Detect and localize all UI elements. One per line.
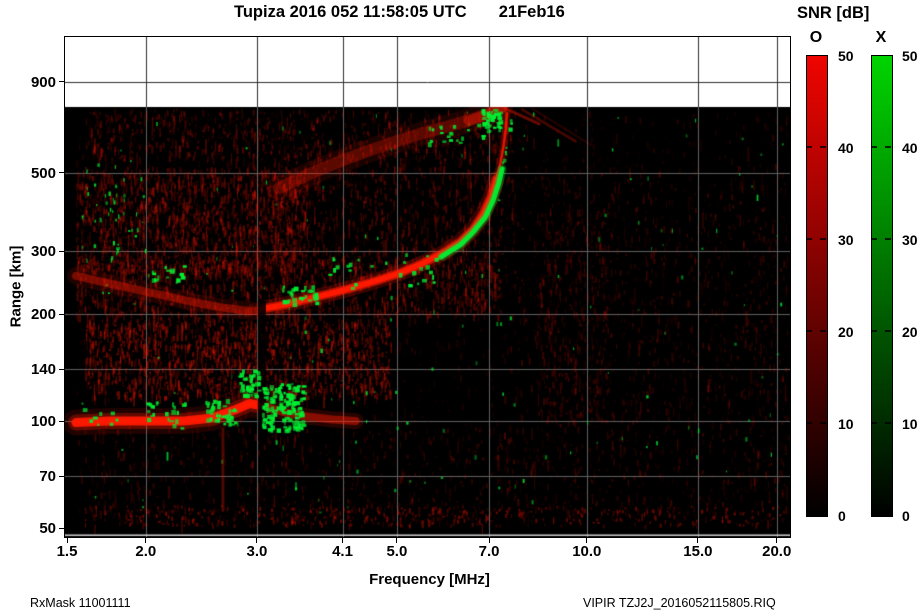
x-tick-label: 3.0 xyxy=(246,543,268,560)
x-tick-mark xyxy=(256,538,258,543)
rxmask-status: RxMask 11001111 xyxy=(30,596,131,610)
x-mode-label: X xyxy=(875,29,887,46)
x-tick-label: 1.5 xyxy=(56,543,78,560)
y-tick-mark xyxy=(59,313,64,315)
page-title: Tupiza 2016 052 11:58:05 UTC 21Feb16 xyxy=(234,3,565,21)
y-tick-mark xyxy=(59,527,64,529)
x-tick-mark xyxy=(66,538,68,543)
colorbar-tick-dash xyxy=(871,146,877,148)
colorbar-tick-dash xyxy=(806,146,812,148)
o-colorbar-tick-label: 40 xyxy=(838,140,854,156)
y-tick-label: 70 xyxy=(39,468,56,486)
colorbar-tick-dash xyxy=(820,422,826,424)
o-mode-label: O xyxy=(809,29,823,46)
colorbar-tick-dash xyxy=(820,238,826,240)
data-file-name: VIPIR TZJ2J_2016052115805.RIQ xyxy=(583,596,776,610)
o-mode-colorbar xyxy=(806,55,828,517)
x-tick-label: 20.0 xyxy=(762,543,792,560)
colorbar-tick-dash xyxy=(820,146,826,148)
x-mode-colorbar xyxy=(871,55,893,517)
y-tick-label: 100 xyxy=(30,413,56,431)
y-tick-mark xyxy=(59,475,64,477)
y-tick-label: 500 xyxy=(30,164,56,182)
colorbar-tick-dash xyxy=(885,238,891,240)
x-tick-mark xyxy=(145,538,147,543)
x-tick-label: 4.1 xyxy=(332,543,353,560)
x-colorbar-tick-label: 50 xyxy=(902,48,918,64)
x-tick-mark xyxy=(776,538,778,543)
x-axis-label: Frequency [MHz] xyxy=(369,571,490,588)
y-tick-label: 50 xyxy=(39,520,56,537)
x-colorbar-tick-label: 20 xyxy=(902,324,918,340)
y-tick-mark xyxy=(59,250,64,252)
y-tick-mark xyxy=(59,81,64,83)
colorbar-tick-dash xyxy=(885,330,891,332)
o-colorbar-tick-label: 20 xyxy=(838,324,854,340)
x-tick-label: 2.0 xyxy=(135,543,157,560)
colorbar-tick-dash xyxy=(871,330,877,332)
y-axis-label: Range [km] xyxy=(7,245,25,328)
y-tick-mark xyxy=(59,420,64,422)
plot-area xyxy=(64,36,791,538)
o-colorbar-tick-label: 30 xyxy=(838,232,854,248)
colorbar-tick-dash xyxy=(885,422,891,424)
snr-legend-title: SNR [dB] xyxy=(797,4,870,22)
y-tick-mark xyxy=(59,172,64,174)
x-tick-mark xyxy=(396,538,398,543)
y-tick-mark xyxy=(59,368,64,370)
o-colorbar-tick-label: 50 xyxy=(838,48,854,64)
colorbar-tick-dash xyxy=(806,330,812,332)
x-colorbar-tick-label: 30 xyxy=(902,232,918,248)
x-colorbar-tick-label: 40 xyxy=(902,140,918,156)
x-colorbar-tick-label: 10 xyxy=(902,416,918,432)
o-colorbar-tick-label: 10 xyxy=(838,416,854,432)
y-tick-label: 200 xyxy=(30,306,56,324)
colorbar-tick-dash xyxy=(806,238,812,240)
y-tick-label: 140 xyxy=(30,361,56,379)
colorbar-tick-dash xyxy=(806,422,812,424)
x-tick-label: 7.0 xyxy=(478,543,500,560)
x-tick-mark xyxy=(697,538,699,543)
y-tick-label: 900 xyxy=(30,73,56,91)
x-tick-mark xyxy=(488,538,490,543)
x-tick-label: 5.0 xyxy=(386,543,408,560)
y-tick-label: 300 xyxy=(30,243,56,261)
colorbar-tick-dash xyxy=(871,238,877,240)
ionogram-canvas xyxy=(65,37,790,537)
x-tick-mark xyxy=(342,538,343,543)
colorbar-tick-dash xyxy=(885,146,891,148)
colorbar-tick-dash xyxy=(871,422,877,424)
colorbar-tick-dash xyxy=(820,330,826,332)
x-tick-mark xyxy=(586,538,588,543)
x-tick-label: 10.0 xyxy=(572,543,602,560)
o-colorbar-tick-label: 0 xyxy=(838,508,846,524)
x-colorbar-tick-label: 0 xyxy=(902,508,910,524)
x-tick-label: 15.0 xyxy=(683,543,713,560)
